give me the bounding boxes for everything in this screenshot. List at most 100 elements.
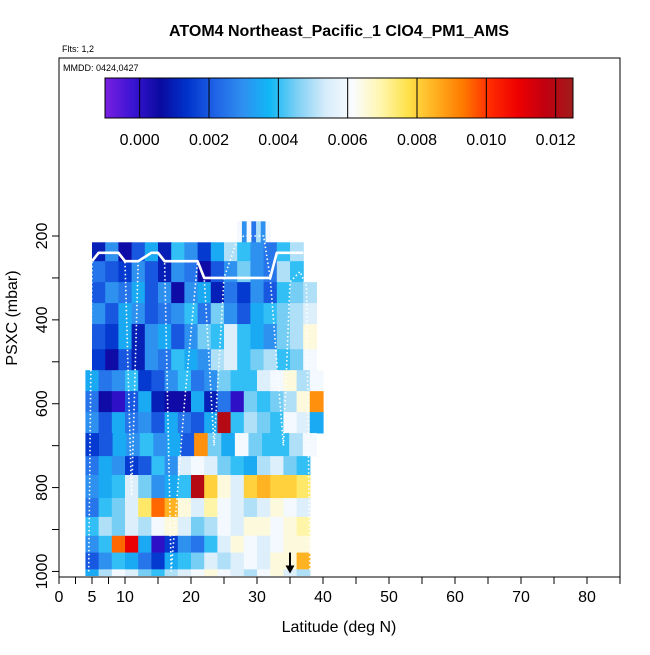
heatmap-cell xyxy=(184,261,199,283)
heatmap-cell xyxy=(276,282,291,304)
heatmap-cell xyxy=(105,282,119,304)
heatmap-cell xyxy=(184,324,199,350)
heatmap-cell xyxy=(85,412,100,434)
heatmap-cell xyxy=(105,324,119,350)
heatmap-cell xyxy=(270,412,284,434)
heatmap-cell xyxy=(131,324,146,350)
heatmap-cell xyxy=(217,475,232,499)
heatmap-cell xyxy=(257,569,271,577)
heatmap-cell xyxy=(303,303,317,325)
heatmap-cell xyxy=(230,456,245,476)
heatmap-cell xyxy=(309,412,324,434)
heatmap-cell xyxy=(217,391,232,413)
heatmap-cell xyxy=(210,242,225,262)
heatmap-cell xyxy=(296,498,311,518)
heatmap-cell xyxy=(180,433,195,457)
heatmap-cell xyxy=(204,535,218,553)
heatmap-cell xyxy=(283,456,298,476)
heatmap-cell xyxy=(111,391,126,413)
heatmap-cell xyxy=(85,433,100,457)
heatmap-cell xyxy=(204,516,218,537)
heatmap-cell xyxy=(230,412,245,434)
heatmap-cell xyxy=(138,475,152,499)
heatmap-cell xyxy=(158,303,172,325)
heatmap-cell xyxy=(164,456,179,476)
heatmap-cell xyxy=(283,475,298,499)
heatmap-cell xyxy=(250,261,265,283)
heatmap-cell xyxy=(265,221,271,243)
colorbar-tick-label: 0.010 xyxy=(466,132,506,149)
flight-track-dotted xyxy=(87,235,311,572)
heatmap-cell xyxy=(217,456,232,476)
heatmap-cell xyxy=(248,433,263,457)
heatmap-cell xyxy=(230,552,245,570)
x-tick-label: 70 xyxy=(512,589,530,606)
heatmap-cell xyxy=(111,370,126,392)
heatmap-cell xyxy=(217,498,232,518)
heatmap-cell xyxy=(164,535,179,553)
heatmap-cell xyxy=(296,516,311,537)
heatmap-cell xyxy=(158,349,172,371)
x-tick-label: 0 xyxy=(55,589,64,606)
heatmap-cell xyxy=(138,391,152,413)
x-tick-label: 5 xyxy=(88,589,97,606)
heatmap-cell xyxy=(191,498,205,518)
flight-tracks xyxy=(87,235,311,574)
heatmap-cell xyxy=(125,370,139,392)
heatmap-cell xyxy=(210,324,225,350)
heatmap-cell xyxy=(217,370,232,392)
heatmap-cell xyxy=(243,516,258,537)
heatmap-cell xyxy=(144,349,159,371)
heatmap-cell xyxy=(197,349,212,371)
heatmap-cell xyxy=(237,282,251,304)
heatmap-cell xyxy=(257,516,271,537)
heatmap-cell xyxy=(171,242,185,262)
heatmap-cell xyxy=(290,324,304,350)
heatmap-cell xyxy=(243,456,258,476)
heatmap-cell xyxy=(85,569,100,577)
heatmap-cell xyxy=(243,498,258,518)
heatmap-cell xyxy=(144,324,159,350)
heatmap-cell xyxy=(296,535,311,553)
heatmap-cell xyxy=(204,552,218,570)
heatmap-cell xyxy=(257,475,271,499)
heatmap-cell xyxy=(171,324,185,350)
heatmap-cell xyxy=(224,303,238,325)
heatmap-cell xyxy=(234,433,250,457)
heatmap-cell xyxy=(237,303,251,325)
heatmap-cell xyxy=(131,349,146,371)
heatmap-cell xyxy=(237,324,251,350)
heatmap-cell xyxy=(98,475,113,499)
heatmap-cell xyxy=(138,456,152,476)
heatmap-cell xyxy=(230,498,245,518)
heatmap-cell xyxy=(151,552,166,570)
heatmap-cell xyxy=(283,498,298,518)
heatmap-cell xyxy=(296,569,311,577)
heatmap-cell xyxy=(92,324,106,350)
heatmap-cell xyxy=(250,242,265,262)
heatmap-cell xyxy=(243,535,258,553)
heatmap-cell xyxy=(250,303,265,325)
heatmap-cell xyxy=(263,282,278,304)
heatmap-cell xyxy=(191,370,205,392)
heatmap-cell xyxy=(158,282,172,304)
heatmap-cell xyxy=(194,433,209,457)
heatmap-cell xyxy=(257,498,271,518)
heatmap-cell xyxy=(224,324,238,350)
heatmap-cell xyxy=(303,349,317,371)
heatmap-cell xyxy=(309,391,324,413)
heatmap-cell xyxy=(164,569,179,577)
heatmap-cell xyxy=(230,370,245,392)
heatmap-cell xyxy=(283,370,298,392)
heatmap-cell xyxy=(138,516,152,537)
heatmap-cell xyxy=(224,349,238,371)
heatmap-cell xyxy=(177,412,192,434)
x-tick-label: 10 xyxy=(116,589,134,606)
heatmap-cell xyxy=(262,433,277,457)
heatmap-cell xyxy=(224,282,238,304)
heatmap-cell xyxy=(217,535,232,553)
heatmap-cell xyxy=(237,242,251,262)
heatmap-cell xyxy=(191,412,205,434)
heatmap-cell xyxy=(246,221,252,243)
